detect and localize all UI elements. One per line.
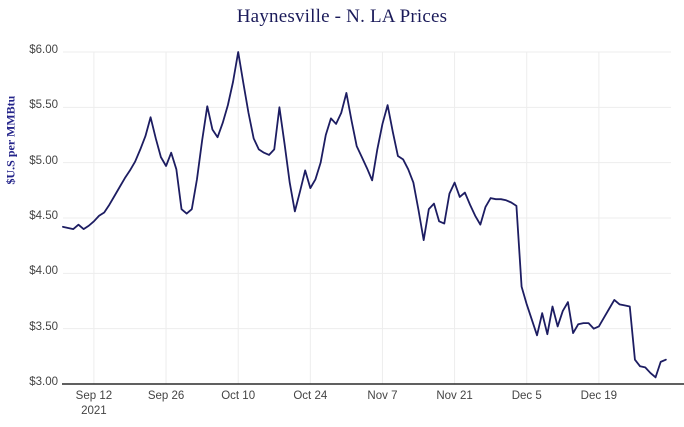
data-series-layer — [62, 51, 667, 379]
y-tick-label: $6.00 — [29, 44, 58, 56]
x-tick-label: Oct 24 — [293, 390, 328, 402]
y-axis-tick-labels: $6.00 $5.50 $5.00 $4.50 $4.00 $3.50 $3.00 — [10, 0, 58, 427]
x-axis-year-label: 2021 — [81, 405, 107, 417]
y-tick-label: $4.50 — [29, 210, 58, 222]
x-tick-label: Sep 26 — [147, 390, 185, 402]
x-tick-label: Nov 21 — [436, 390, 473, 402]
y-tick-label: $5.50 — [29, 99, 58, 112]
y-tick-label: $4.00 — [29, 265, 58, 278]
x-tick-label: Sep 12 — [75, 390, 113, 402]
x-tick-label: Dec 5 — [511, 390, 542, 402]
x-tick-label: Dec 19 — [580, 390, 618, 402]
gridlines — [63, 51, 671, 385]
series-line — [62, 51, 667, 379]
x-tick-label: Nov 7 — [367, 390, 398, 402]
x-tick-label: Oct 10 — [221, 390, 256, 402]
y-tick-label: $5.00 — [29, 154, 58, 167]
chart-title: Haynesville - N. LA Prices — [236, 6, 448, 27]
y-tick-label: $3.00 — [29, 376, 58, 388]
y-tick-label: $3.50 — [29, 320, 58, 333]
